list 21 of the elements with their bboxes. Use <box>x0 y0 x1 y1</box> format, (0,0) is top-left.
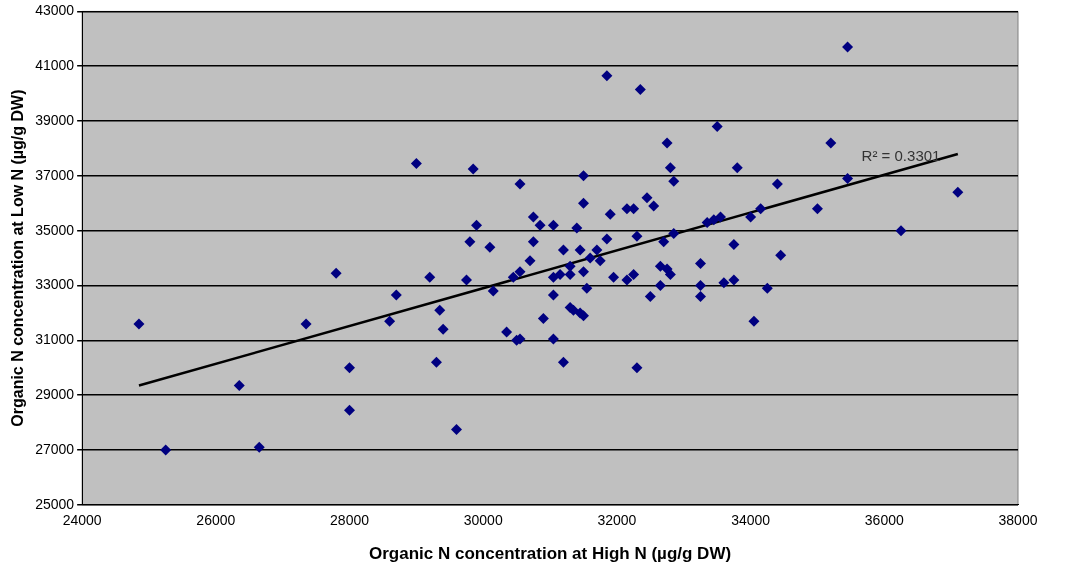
annotation: R² = 0.3301 <box>861 147 941 165</box>
y-tick-label: 29000 <box>35 386 75 403</box>
x-tick-label: 26000 <box>196 512 236 529</box>
y-tick-label: 33000 <box>35 276 75 293</box>
y-tick-label: 43000 <box>35 2 75 19</box>
y-tick-label: 41000 <box>35 57 75 74</box>
x-tick-label: 32000 <box>597 512 637 529</box>
y-axis-title: Organic N concentration at Low N (µg/g DW) <box>9 89 27 427</box>
y-tick-label: 25000 <box>35 495 75 512</box>
y-tick-label: 37000 <box>35 166 75 183</box>
x-axis-title: Organic N concentration at High N (µg/g DW) <box>369 544 732 564</box>
y-tick-label: 27000 <box>35 440 75 457</box>
x-tick-label: 38000 <box>998 512 1038 529</box>
x-tick-label: 30000 <box>463 512 503 529</box>
y-tick-label: 39000 <box>35 111 75 128</box>
y-tick-label: 31000 <box>35 331 75 348</box>
x-tick-label: 28000 <box>330 512 370 529</box>
x-tick-label: 34000 <box>731 512 771 529</box>
y-tick-label: 35000 <box>35 221 75 238</box>
x-tick-label: 24000 <box>62 512 102 529</box>
x-tick-label: 36000 <box>864 512 904 529</box>
